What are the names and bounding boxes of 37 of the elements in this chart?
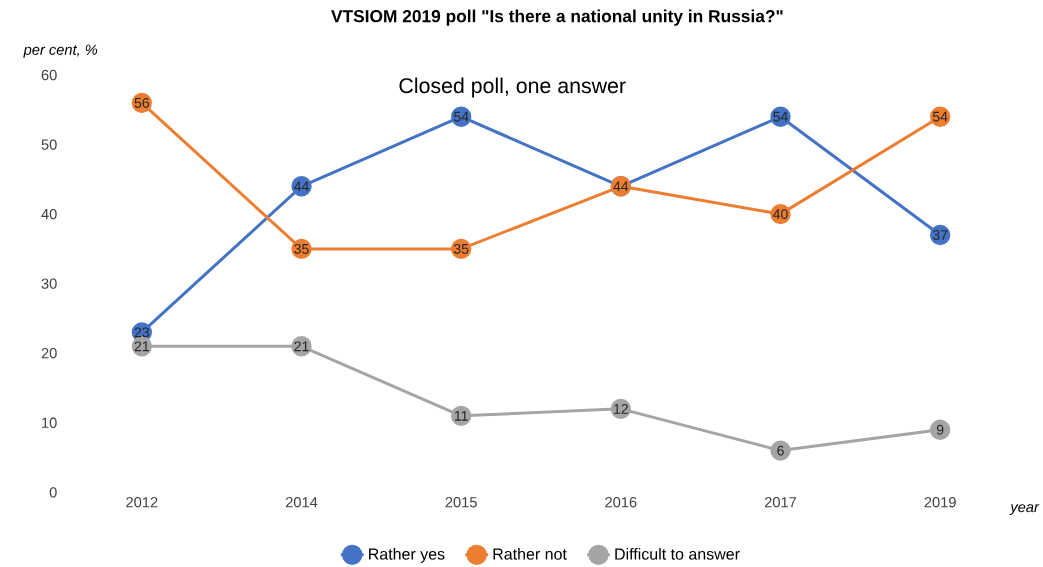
y-tick-label: 50 xyxy=(41,139,57,150)
data-label: 54 xyxy=(932,111,948,122)
data-label: 21 xyxy=(294,341,309,352)
data-label: 12 xyxy=(614,403,628,414)
data-label: 54 xyxy=(773,111,788,122)
x-tick-label: 2015 xyxy=(445,497,477,508)
data-label: 21 xyxy=(134,341,149,352)
legend-label: Rather not xyxy=(493,548,567,560)
x-tick-label: 2017 xyxy=(764,497,797,508)
x-tick-label: 2012 xyxy=(126,497,158,508)
legend-label: Difficult to answer xyxy=(615,548,740,560)
y-tick-label: 20 xyxy=(41,348,57,359)
data-label: 56 xyxy=(134,97,150,108)
data-label: 35 xyxy=(294,243,309,254)
x-tick-label: 2014 xyxy=(285,497,318,508)
y-tick-label: 40 xyxy=(41,208,57,220)
x-tick-label: 2016 xyxy=(605,497,637,508)
data-label: 11 xyxy=(454,411,468,421)
y-tick-label: 10 xyxy=(42,417,57,428)
x-tick-label: 2019 xyxy=(924,497,956,508)
x-axis-title: year xyxy=(1009,504,1040,516)
chart-title: VTSIOM 2019 poll "Is there a national unity in Russia?" xyxy=(331,9,783,26)
data-label: 37 xyxy=(932,230,948,240)
data-label: 9 xyxy=(936,424,944,435)
data-label: 23 xyxy=(134,327,150,338)
y-tick-label: 60 xyxy=(41,69,57,81)
y-axis-title: per cent, % xyxy=(23,44,98,58)
y-tick-label: 0 xyxy=(49,487,57,498)
chart-subtitle: Closed poll, one answer xyxy=(399,77,626,98)
data-label: 6 xyxy=(777,445,784,456)
data-label: 40 xyxy=(773,209,788,220)
y-tick-label: 30 xyxy=(41,278,57,289)
data-label: 54 xyxy=(453,111,469,122)
data-label: 44 xyxy=(294,181,309,192)
data-label: 44 xyxy=(613,181,629,192)
legend-label: Rather yes xyxy=(369,548,445,563)
data-label: 35 xyxy=(453,243,469,254)
